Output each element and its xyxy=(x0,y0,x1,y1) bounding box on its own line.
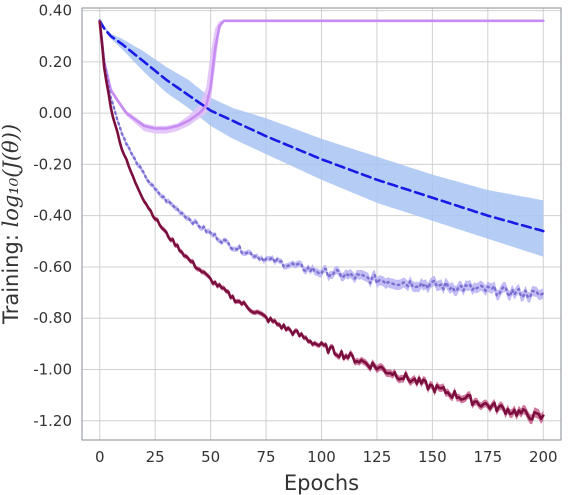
y-axis-label: Training: log₁₀(J(θ)) xyxy=(0,124,23,325)
y-tick-label: -1.20 xyxy=(33,412,72,430)
lavender-series-line xyxy=(98,19,545,130)
x-axis-label: Epochs xyxy=(284,471,359,495)
plot-frame xyxy=(81,7,562,441)
series-lines xyxy=(98,19,545,421)
y-tick-label: 0.40 xyxy=(39,2,72,20)
x-tick-label: 100 xyxy=(307,448,336,466)
y-tick-label: -1.00 xyxy=(33,360,72,378)
x-tick-label: 0 xyxy=(95,448,105,466)
dashed-series-line xyxy=(98,19,545,233)
x-tick-label: 125 xyxy=(363,448,392,466)
y-tick-label: 0.00 xyxy=(39,104,72,122)
y-tick-label: -0.40 xyxy=(33,207,72,225)
x-tick-label: 150 xyxy=(418,448,447,466)
dotted-series-line xyxy=(98,19,545,299)
y-axis-label-prefix: Training: xyxy=(0,227,23,325)
crimson-series-line xyxy=(98,20,545,421)
x-tick-labels: 0 25 50 75 100 125 150 175 200 xyxy=(95,448,558,466)
x-tick-label: 200 xyxy=(529,448,558,466)
x-tick-label: 50 xyxy=(201,448,220,466)
y-tick-label: -0.20 xyxy=(33,155,72,173)
y-tick-label: -0.60 xyxy=(33,258,72,276)
x-tick-label: 75 xyxy=(257,448,276,466)
y-tick-labels: 0.40 0.20 0.00 -0.20 -0.40 -0.60 -0.80 -1.00 -1.… xyxy=(33,2,72,430)
y-tick-label: -0.80 xyxy=(33,309,72,327)
x-tick-label: 25 xyxy=(146,448,165,466)
y-axis-label-math: log₁₀(J(θ)) xyxy=(0,124,23,227)
x-tick-label: 175 xyxy=(473,448,502,466)
y-tick-label: 0.20 xyxy=(39,53,72,71)
